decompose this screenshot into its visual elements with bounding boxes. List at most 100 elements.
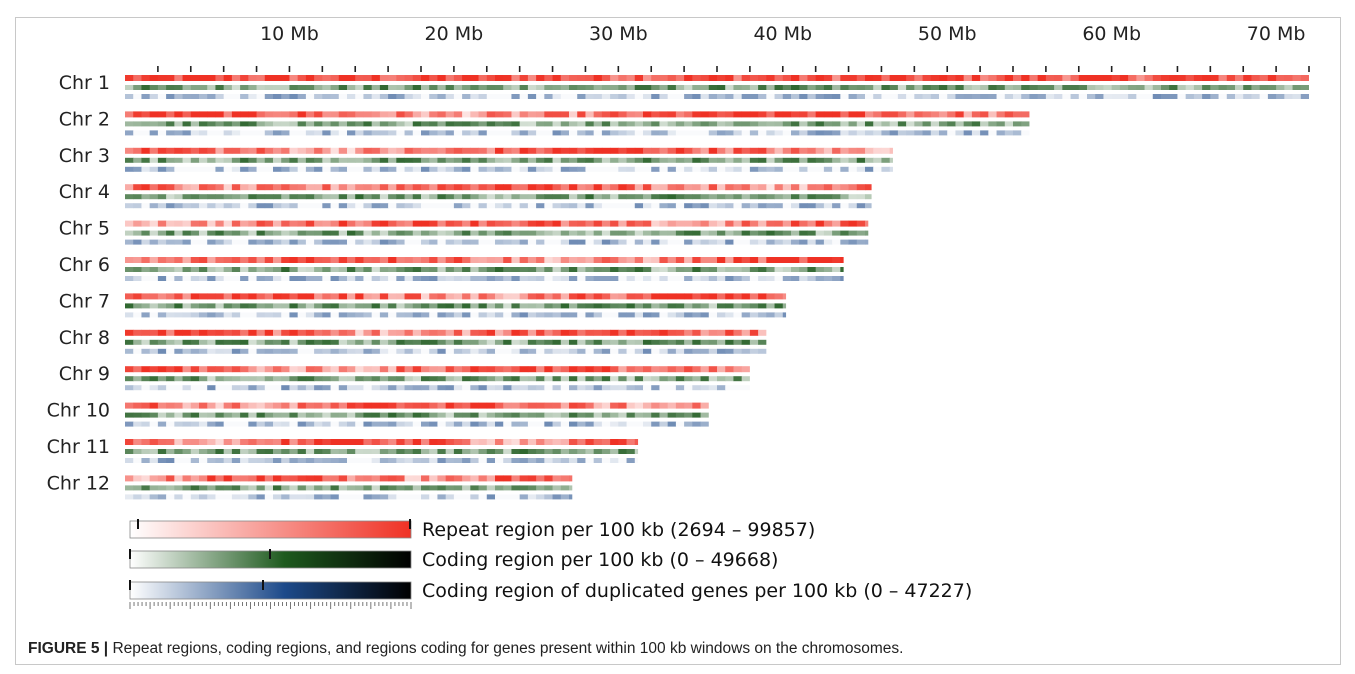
repeat-window bbox=[667, 111, 677, 118]
coding-window bbox=[445, 230, 455, 236]
repeat-window bbox=[215, 366, 225, 373]
coding-window bbox=[700, 303, 710, 309]
duplicated-coding-window bbox=[865, 94, 874, 99]
repeat-window bbox=[412, 75, 422, 81]
repeat-window bbox=[799, 111, 808, 118]
coding-window bbox=[774, 121, 784, 127]
duplicated-coding-window bbox=[125, 130, 134, 136]
repeat-window bbox=[1193, 75, 1203, 81]
repeat-window bbox=[305, 402, 315, 409]
repeat-window bbox=[174, 439, 183, 445]
duplicated-coding-window bbox=[527, 494, 537, 500]
duplicated-coding-window bbox=[700, 203, 710, 209]
repeat-window bbox=[569, 147, 578, 154]
coding-window bbox=[601, 376, 611, 382]
duplicated-coding-window bbox=[1136, 94, 1145, 99]
caption-label: FIGURE 5 | bbox=[28, 640, 109, 657]
repeat-window bbox=[478, 366, 488, 373]
duplicated-coding-window bbox=[618, 166, 627, 172]
duplicated-coding-window bbox=[569, 166, 578, 172]
coding-window bbox=[264, 449, 274, 454]
duplicated-coding-window bbox=[651, 130, 660, 136]
duplicated-coding-window bbox=[503, 130, 512, 136]
duplicated-coding-window bbox=[634, 348, 644, 354]
coding-window bbox=[470, 121, 479, 127]
coding-window bbox=[815, 157, 825, 163]
coding-window bbox=[190, 303, 200, 309]
duplicated-coding-window bbox=[347, 385, 356, 391]
repeat-window bbox=[519, 184, 529, 191]
coding-window bbox=[988, 85, 997, 90]
duplicated-coding-window bbox=[248, 312, 257, 318]
duplicated-coding-window bbox=[190, 494, 200, 500]
coding-window bbox=[371, 412, 381, 418]
coding-window bbox=[404, 85, 414, 90]
duplicated-coding-window bbox=[412, 494, 422, 500]
duplicated-coding-window bbox=[692, 166, 701, 172]
repeat-window bbox=[453, 475, 463, 482]
duplicated-coding-window bbox=[717, 276, 726, 281]
repeat-window bbox=[478, 111, 488, 118]
repeat-window bbox=[256, 257, 266, 263]
coding-window bbox=[166, 303, 175, 309]
repeat-window bbox=[593, 75, 603, 81]
coding-window bbox=[412, 194, 422, 200]
duplicated-coding-window bbox=[889, 94, 899, 99]
repeat-window bbox=[445, 75, 455, 81]
repeat-window bbox=[560, 257, 570, 263]
repeat-window bbox=[511, 220, 521, 227]
repeat-window bbox=[527, 75, 537, 81]
duplicated-coding-window bbox=[133, 348, 142, 354]
coding-window bbox=[708, 194, 718, 200]
coding-window bbox=[248, 85, 257, 90]
coding-window bbox=[1037, 85, 1047, 90]
coding-window bbox=[355, 85, 364, 90]
duplicated-coding-window bbox=[634, 130, 644, 136]
duplicated-coding-window bbox=[231, 239, 241, 245]
duplicated-coding-window bbox=[412, 276, 422, 281]
coding-window bbox=[355, 339, 364, 345]
duplicated-coding-window bbox=[421, 458, 430, 463]
coding-window bbox=[955, 121, 965, 127]
duplicated-coding-window bbox=[404, 130, 414, 136]
repeat-window bbox=[544, 111, 553, 118]
duplicated-coding-window bbox=[289, 421, 299, 427]
coding-window bbox=[643, 85, 652, 90]
repeat-window bbox=[453, 184, 463, 191]
repeat-window bbox=[856, 220, 866, 227]
coding-window bbox=[330, 485, 340, 491]
coding-window bbox=[1193, 85, 1203, 90]
duplicated-coding-window bbox=[223, 276, 233, 281]
duplicated-coding-window bbox=[174, 494, 183, 500]
duplicated-coding-window bbox=[462, 421, 471, 427]
repeat-window bbox=[445, 475, 455, 482]
coding-window bbox=[684, 376, 693, 382]
coding-window bbox=[495, 85, 504, 90]
coding-window bbox=[404, 412, 414, 418]
repeat-window bbox=[626, 366, 636, 373]
coding-window bbox=[626, 339, 636, 345]
repeat-window bbox=[207, 184, 216, 191]
repeat-window bbox=[519, 111, 529, 118]
duplicated-coding-window bbox=[527, 458, 537, 463]
coding-window bbox=[396, 449, 405, 454]
coding-window bbox=[560, 303, 570, 309]
repeat-window bbox=[914, 75, 923, 81]
coding-window bbox=[536, 121, 545, 127]
coding-window bbox=[248, 376, 257, 382]
repeat-window bbox=[495, 75, 504, 81]
repeat-window bbox=[379, 293, 389, 300]
repeat-window bbox=[223, 257, 233, 263]
repeat-window bbox=[544, 147, 553, 154]
coding-window bbox=[511, 339, 521, 345]
duplicated-coding-window bbox=[988, 130, 997, 136]
coding-window bbox=[141, 303, 151, 309]
repeat-window bbox=[240, 220, 249, 227]
repeat-window bbox=[618, 402, 627, 409]
duplicated-coding-window bbox=[569, 421, 578, 427]
duplicated-coding-window bbox=[305, 203, 315, 209]
coding-window bbox=[585, 376, 595, 382]
repeat-window bbox=[355, 402, 364, 409]
coding-window bbox=[848, 121, 858, 127]
repeat-window bbox=[766, 293, 775, 300]
